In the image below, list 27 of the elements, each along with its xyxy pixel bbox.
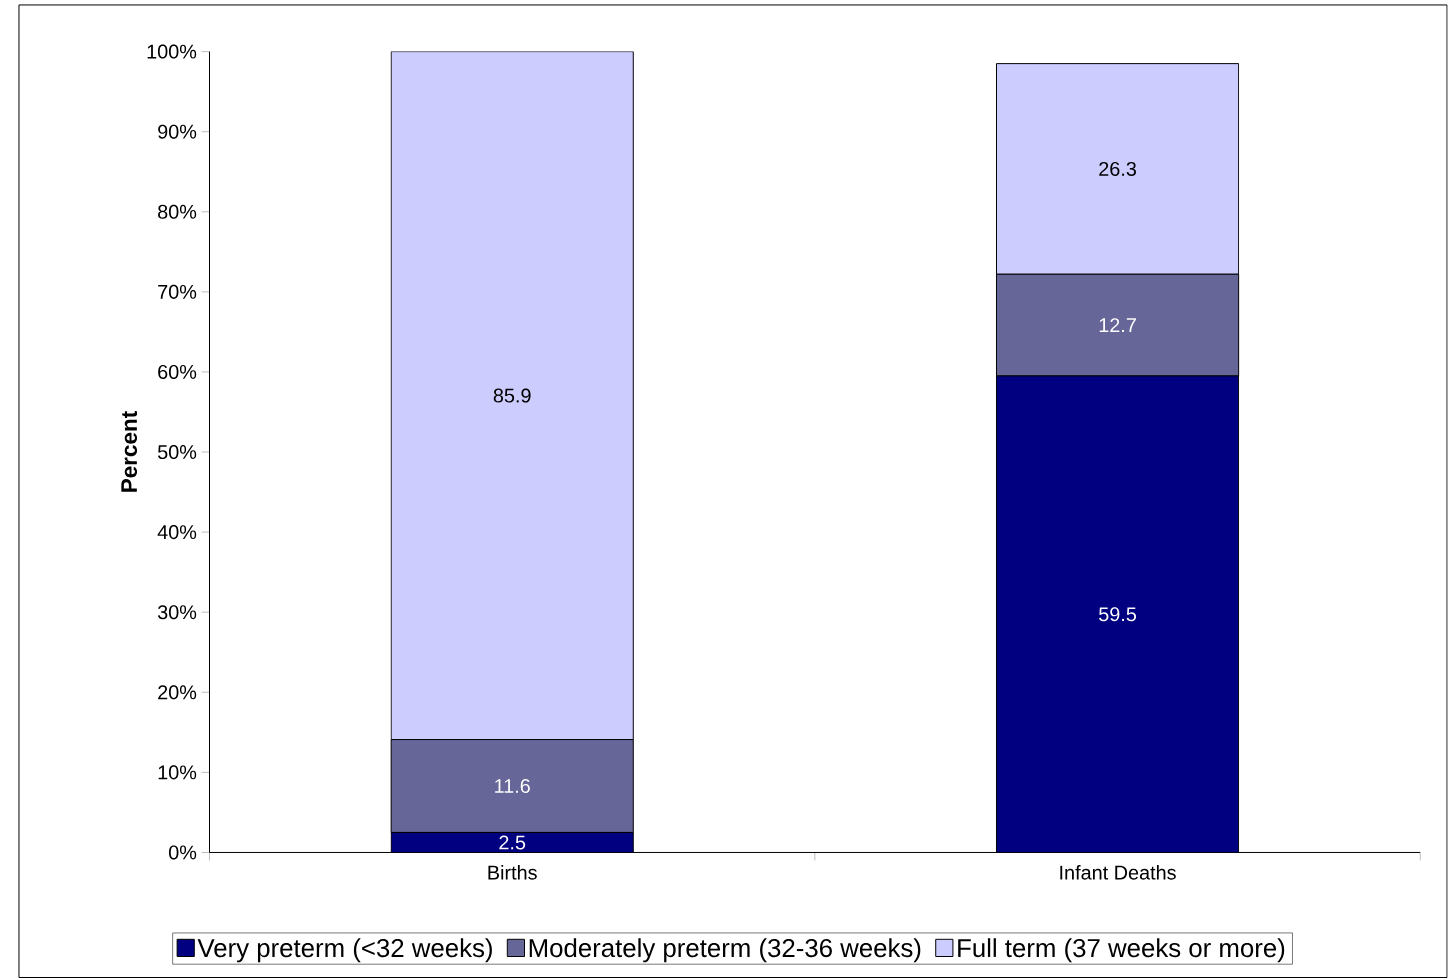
y-tick-label: 30% xyxy=(157,605,197,620)
x-tick-label: Births xyxy=(488,865,537,880)
bar xyxy=(390,51,634,741)
y-tick-label: 10% xyxy=(158,765,197,780)
y-tick-label: 20% xyxy=(158,685,197,700)
y-tick-label: 70% xyxy=(158,285,197,300)
y-tick-label: 50% xyxy=(157,445,197,460)
y-tick-label: 80% xyxy=(158,204,197,220)
y-tick-label: 40% xyxy=(157,525,197,540)
x-tick-label: Infant Deaths xyxy=(1060,865,1176,880)
legend-label: Full term (37 weeks or more) xyxy=(958,938,1285,963)
y-tick-label: 100% xyxy=(147,44,197,59)
data-label: 26.3 xyxy=(1099,162,1137,177)
data-label: 85.9 xyxy=(493,388,531,403)
bar xyxy=(391,832,634,853)
data-label: 11.6 xyxy=(495,779,530,794)
bar xyxy=(995,375,1240,853)
y-tick-label: 90% xyxy=(158,124,197,139)
data-label: 12.7 xyxy=(1099,318,1136,333)
legend-label: Moderately preterm (32-36 weeks) xyxy=(529,938,921,963)
data-label: 59.5 xyxy=(1099,607,1137,622)
y-tick-label: 60% xyxy=(158,365,197,380)
bar xyxy=(995,63,1240,275)
data-label: 2.5 xyxy=(499,835,526,850)
y-axis-title: Percent xyxy=(121,411,138,493)
y-tick-label: 0% xyxy=(168,845,197,860)
legend-label: Very preterm (<32 weeks) xyxy=(197,938,492,963)
